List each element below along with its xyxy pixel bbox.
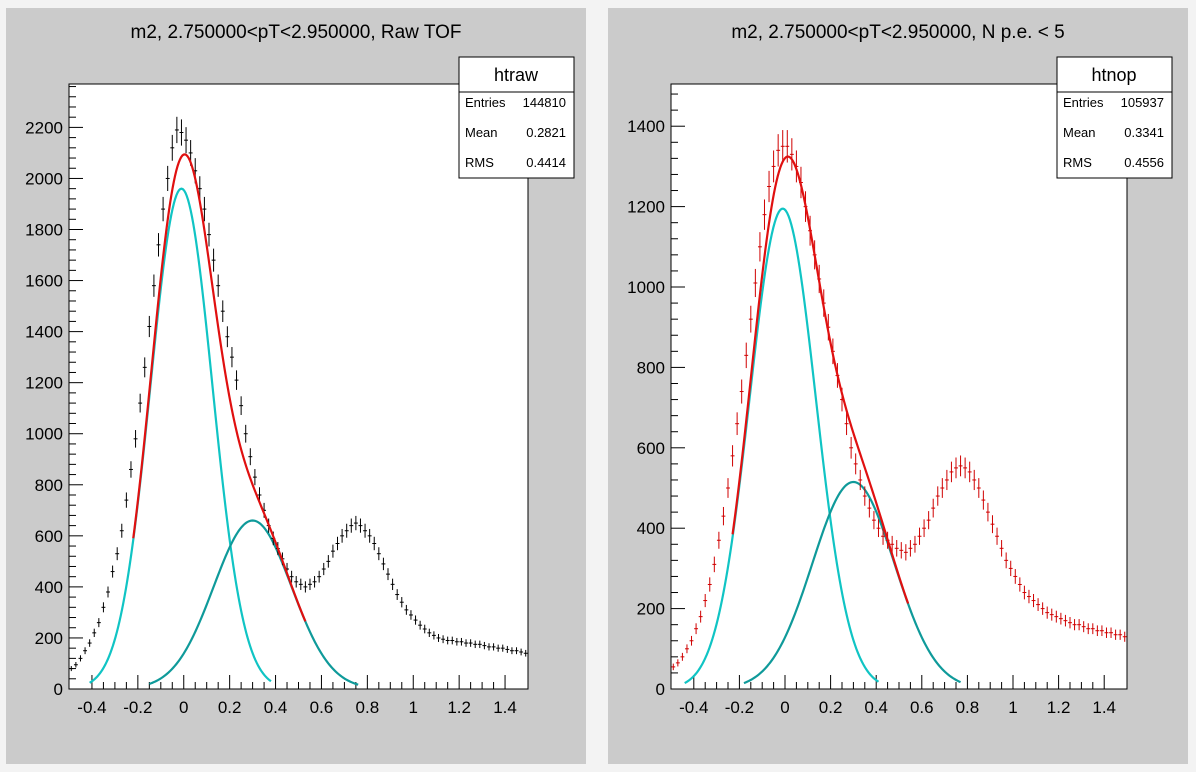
stats-value-entries: 105937: [1121, 95, 1164, 110]
fit-gauss1-curve: [89, 187, 272, 684]
plot-title: m2, 2.750000<pT<2.950000, Raw TOF: [131, 22, 462, 43]
y-tick-label: 1000: [627, 278, 665, 297]
y-tick-label: 400: [637, 519, 665, 538]
stats-label-mean: Mean: [465, 125, 498, 140]
canvas-pad-left: m2, 2.750000<pT<2.950000, Raw TOF -0.4 -0…: [6, 8, 586, 764]
stats-name: htnop: [1091, 65, 1136, 85]
y-tick-label: 2200: [25, 118, 63, 137]
x-tick-label: 0: [179, 698, 188, 717]
fit-gauss2-curve: [148, 519, 359, 686]
plot-layer: -0.4 -0.2 0 0.2 0.4 0.6 0.8 1 1.2 1.4 0 200 400 600 80…: [25, 86, 528, 717]
x-tick-label: -0.4: [77, 698, 106, 717]
plot-frame: [68, 83, 529, 690]
stats-label-entries: Entries: [465, 95, 506, 110]
x-tick-label: 1: [409, 698, 418, 717]
plot-title: m2, 2.750000<pT<2.950000, N p.e. < 5: [731, 22, 1064, 43]
x-tick-label: 0: [780, 698, 789, 717]
stats-value-rms: 0.4414: [526, 155, 566, 170]
x-tick-label: 1.4: [493, 698, 517, 717]
x-tick-label: 0.4: [864, 698, 888, 717]
x-tick-label: 0.2: [819, 698, 843, 717]
canvas-pad-right: m2, 2.750000<pT<2.950000, N p.e. < 5 -0.…: [608, 8, 1188, 764]
y-tick-label: 1000: [25, 425, 63, 444]
y-tick-label: 1600: [25, 272, 63, 291]
y-tick-label: 2000: [25, 169, 63, 188]
plot-layer: -0.4 -0.2 0 0.2 0.4 0.6 0.8 1 1.2 1.4 0 200 400 600 80…: [627, 93, 1127, 717]
fit-total-curve: [132, 153, 307, 622]
x-tick-label: 0.8: [356, 698, 380, 717]
stats-value-mean: 0.3341: [1124, 125, 1164, 140]
stats-value-mean: 0.2821: [526, 125, 566, 140]
stats-label-mean: Mean: [1063, 125, 1096, 140]
x-tick-label: 0.6: [310, 698, 334, 717]
stats-name: htraw: [494, 65, 539, 85]
y-tick-label: 600: [637, 439, 665, 458]
y-tick-label: 1400: [25, 323, 63, 342]
stats-value-entries: 144810: [523, 95, 566, 110]
stats-box: htnop Entries 105937 Mean 0.3341 RMS 0.4…: [1056, 56, 1173, 179]
x-tick-label: 1.2: [1047, 698, 1071, 717]
x-tick-label: 0.6: [910, 698, 934, 717]
stats-label-entries: Entries: [1063, 95, 1104, 110]
fit-gauss1-curve: [684, 207, 880, 685]
y-tick-label: 1800: [25, 221, 63, 240]
y-tick-label: 800: [637, 358, 665, 377]
y-tick-label: 200: [35, 629, 63, 648]
x-tick-label: 0.4: [264, 698, 288, 717]
y-tick-label: 1200: [627, 198, 665, 217]
stats-box-frame: [458, 56, 575, 179]
stats-label-rms: RMS: [465, 155, 494, 170]
stats-value-rms: 0.4556: [1124, 155, 1164, 170]
stats-label-rms: RMS: [1063, 155, 1092, 170]
x-tick-label: -0.2: [123, 698, 152, 717]
y-tick-label: 800: [35, 476, 63, 495]
histogram-plot-left: m2, 2.750000<pT<2.950000, Raw TOF -0.4 -0…: [25, 22, 575, 717]
y-tick-label: 1200: [25, 374, 63, 393]
x-tick-label: 1.2: [447, 698, 471, 717]
y-tick-label: 200: [637, 600, 665, 619]
y-tick-label: 600: [35, 527, 63, 546]
x-tick-label: -0.4: [679, 698, 708, 717]
y-tick-label: 0: [656, 680, 665, 699]
x-tick-label: 1: [1008, 698, 1017, 717]
y-tick-label: 1400: [627, 117, 665, 136]
stats-box-frame: [1056, 56, 1173, 179]
y-tick-label: 400: [35, 578, 63, 597]
stats-box: htraw Entries 144810 Mean 0.2821 RMS 0.4…: [458, 56, 575, 179]
x-tick-label: 0.2: [218, 698, 242, 717]
fit-total-curve: [731, 155, 910, 604]
x-tick-label: 0.8: [956, 698, 980, 717]
plot-frame: [670, 83, 1128, 690]
x-tick-label: 1.4: [1092, 698, 1116, 717]
histogram-plot-right: m2, 2.750000<pT<2.950000, N p.e. < 5 -0.…: [627, 22, 1173, 717]
y-tick-label: 0: [54, 680, 63, 699]
x-tick-label: -0.2: [725, 698, 754, 717]
fit-gauss2-curve: [743, 480, 962, 685]
